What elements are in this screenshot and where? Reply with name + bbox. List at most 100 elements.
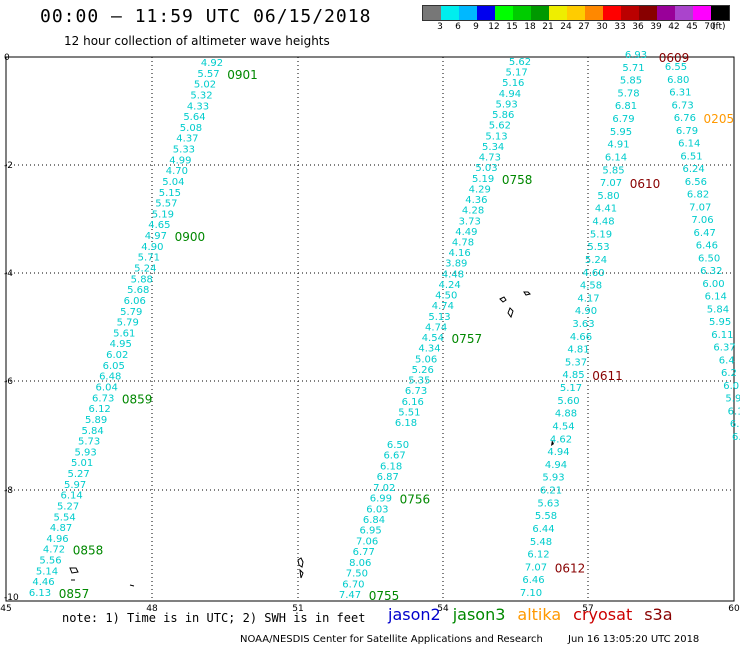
satellite-track: 6.506.676.186.877.026.996.036.846.957.06… [339,440,430,603]
wave-height-value: 5.35 [408,376,430,387]
colorbar-swatch [585,6,603,20]
colorbar-swatch [639,6,657,20]
wave-height-value: 6.73 [405,386,427,397]
wave-height-value: 4.24 [438,280,460,291]
wave-height-value: 4.28 [462,206,484,217]
wave-height-value: 5.51 [398,407,420,418]
wave-height-value: 5.88 [131,274,153,285]
colorbar-swatch [567,6,585,20]
wave-height-value: 5.58 [535,511,557,522]
wave-height-value: 5.17 [560,383,582,394]
satellite-legend-item: cryosat [573,605,633,624]
colorbar-tick: 6 [455,22,461,32]
wave-height-value: 5.17 [506,68,528,79]
wave-height-value: 5.56 [39,556,61,567]
satellite-legend: jason2 jason3 altika cryosat s3a [388,605,685,624]
wave-height-value: 5.02 [194,80,216,91]
wave-height-value: 5.33 [173,145,195,156]
wave-height-value: 4.54 [422,333,444,344]
wave-height-value: 6.18 [395,418,417,429]
satellite-track: 4.925.575.025.324.335.645.084.375.334.99… [29,58,258,601]
wave-height-value: 6.77 [353,547,375,558]
page-subtitle: 12 hour collection of altimeter wave hei… [64,34,330,48]
colorbar-tick: 18 [524,22,536,32]
wave-height-value: 5.79 [120,307,142,318]
pass-time-label: 0756 [400,493,431,507]
wave-height-value: 5.03 [475,163,497,174]
colorbar-swatch [531,6,549,20]
pass-time-label: 0858 [73,544,104,558]
wave-height-value: 6.73 [92,393,114,404]
wave-height-value: 6.12 [89,404,111,415]
wave-height-value: 6.14 [605,152,627,163]
wave-height-value: 6.13 [29,588,51,599]
wave-height-value: 6.70 [342,579,364,590]
wave-height-value: 7.07 [600,178,622,189]
x-axis-tick-label: 60 [728,604,740,614]
x-axis-tick-label: 45 [0,604,11,614]
x-axis-tick-label: 57 [582,604,593,614]
wave-height-value: 5.63 [537,498,559,509]
colorbar-swatch [459,6,477,20]
wave-height-value: 8.06 [349,558,371,569]
wave-height-value: 4.46 [32,577,54,588]
wave-height-value: 5.95 [709,317,731,328]
wave-height-value: 5.01 [71,458,93,469]
wave-height-value: 5.24 [585,255,607,266]
colorbar-swatch [495,6,513,20]
wave-height-value: 5.19 [590,229,612,240]
wave-height-value: 4.33 [187,101,209,112]
wave-height-value: 4.92 [201,58,223,69]
wave-height-value: 7.50 [346,569,368,580]
y-axis-tick-label: -4 [4,269,13,279]
wave-height-value: 4.99 [169,155,191,166]
agency-credit: NOAA/NESDIS Center for Satellite Applica… [240,634,543,645]
wave-height-value: 4.50 [435,291,457,302]
wave-height-value: 4.91 [607,140,629,151]
pass-time-label: 0612 [555,561,586,575]
wave-height-value: 4.85 [562,370,584,381]
wave-height-value: 5.93 [542,473,564,484]
colorbar-swatch [477,6,495,20]
wave-height-value: 6.81 [615,101,637,112]
pass-time-label: 0757 [452,332,483,346]
wave-height-value: 7.06 [691,215,713,226]
colorbar-tick: 70 [704,22,716,32]
colorbar-swatch [675,6,693,20]
wave-height-value: 4.65 [148,220,170,231]
wave-height-value: 6.21 [540,486,562,497]
wave-height-value: 4.88 [555,409,577,420]
wave-height-value: 6.0 [732,432,740,443]
wave-height-value: 5.62 [509,57,531,68]
wave-height-value: 7.07 [689,202,711,213]
wave-height-value: 6.50 [698,253,720,264]
wave-height-value: 6.16 [402,397,424,408]
wave-height-value: 6.87 [377,472,399,483]
wave-height-value: 5.93 [495,99,517,110]
colorbar-unit-label: (ft) [712,22,726,32]
wave-height-value: 4.94 [547,447,569,458]
wave-height-value: 6.56 [685,177,707,188]
colorbar-swatch [513,6,531,20]
wave-height-value: 4.34 [418,344,440,355]
wave-height-value: 5.85 [602,165,624,176]
satellite-legend-item: altika [517,605,562,624]
colorbar-swatch [657,6,675,20]
wave-height-value: 4.73 [479,153,501,164]
wave-height-value: 6.46 [696,241,718,252]
y-axis-tick-label: -2 [4,161,13,171]
wave-height-value: 6.76 [674,113,696,124]
wave-height-value: 6.2 [721,368,737,379]
wave-height-value: 6.2 [730,419,740,430]
wave-height-value: 6.14 [60,491,82,502]
colorbar-swatch [423,6,441,20]
wave-height-value: 4.41 [595,204,617,215]
wave-height-value: 4.60 [582,268,604,279]
wave-height-value: 5.68 [127,285,149,296]
colorbar-tick: 3 [437,22,443,32]
wave-height-value: 5.16 [502,78,524,89]
wave-height-value: 6.11 [711,330,733,341]
wave-height-value: 6.44 [532,524,554,535]
wave-height-value: 5.64 [183,112,205,123]
